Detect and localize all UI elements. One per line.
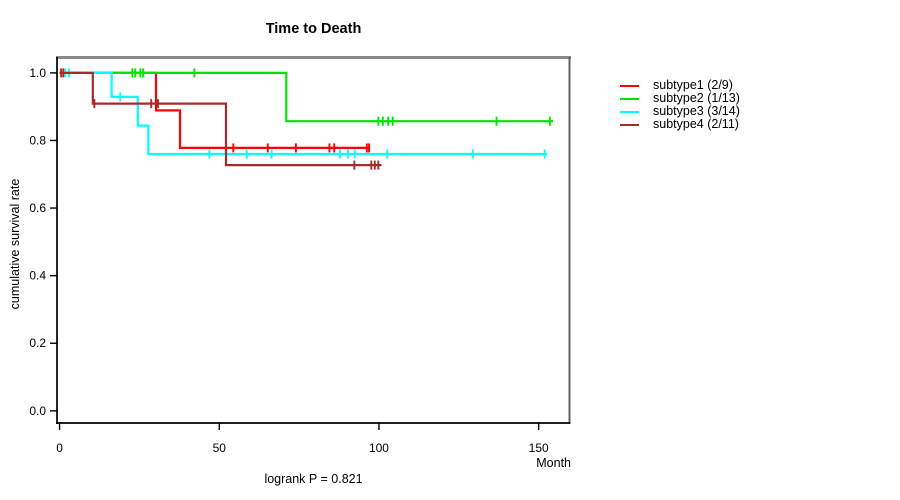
y-tick-label: 0.6: [29, 201, 46, 215]
x-tick-label: 100: [369, 441, 389, 455]
y-tick-label: 0.2: [29, 336, 46, 350]
y-tick-label: 0.0: [29, 404, 46, 418]
series-2-group: [59, 68, 553, 126]
legend-item-4: subtype4 (2/11): [620, 118, 740, 131]
legend-label: subtype4 (2/11): [653, 117, 739, 131]
x-tick-label: 150: [529, 441, 549, 455]
x-axis-label: Month: [536, 456, 571, 470]
logrank-annotation: logrank P = 0.821: [264, 472, 363, 486]
legend-item-3: subtype3 (3/14): [620, 105, 740, 118]
series-4-group: [59, 68, 382, 170]
series-3-curve: [59, 71, 548, 156]
legend-swatch-line: [620, 110, 639, 113]
legend-swatch-line: [620, 123, 639, 126]
legend-label: subtype2 (1/13): [653, 91, 740, 105]
series-1-group: [59, 68, 371, 153]
legend-item-1: subtype1 (2/9): [620, 79, 740, 92]
x-tick-label: 0: [56, 441, 63, 455]
legend-label: subtype1 (2/9): [653, 78, 733, 92]
y-tick-label: 0.4: [29, 269, 46, 283]
legend-swatch-line: [620, 84, 639, 87]
chart-title: Time to Death: [265, 21, 362, 37]
x-tick-label: 50: [213, 441, 227, 455]
legend-item-2: subtype2 (1/13): [620, 92, 740, 105]
series-2-curve: [59, 71, 553, 123]
y-tick-label: 1.0: [29, 66, 46, 80]
y-tick-label: 0.8: [29, 133, 46, 147]
legend: subtype1 (2/9) subtype2 (1/13) subtype3 (3…: [620, 79, 740, 131]
series-3-group: [59, 68, 548, 159]
legend-swatch-line: [620, 97, 639, 100]
series-1-curve: [59, 71, 370, 149]
series-4-curve: [59, 71, 382, 167]
legend-label: subtype3 (3/14): [653, 104, 740, 118]
